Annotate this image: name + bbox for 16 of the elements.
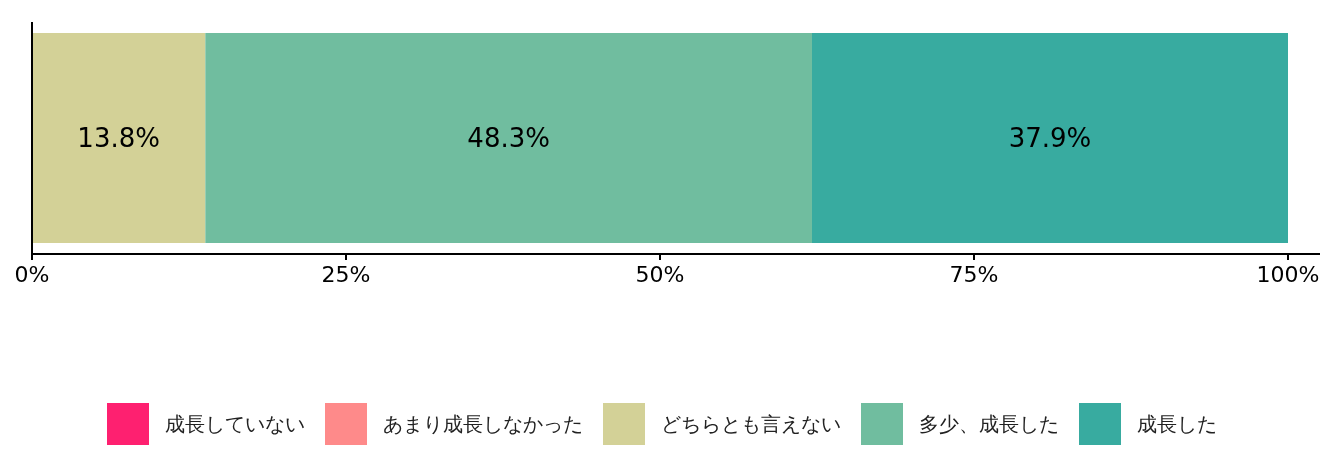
- data-label: 48.3%: [467, 123, 550, 153]
- x-tick-label: 50%: [635, 262, 685, 287]
- bar: [32, 33, 206, 243]
- x-tick-label: 25%: [321, 262, 371, 287]
- legend-label: 多少、成長した: [919, 412, 1059, 436]
- legend-label: 成長していない: [165, 412, 305, 436]
- legend-label: 成長した: [1137, 412, 1217, 436]
- x-tick-label: 100%: [1256, 262, 1320, 287]
- data-label: 13.8%: [77, 123, 160, 153]
- x-tick-label: 0%: [14, 262, 50, 287]
- bar: [811, 33, 1288, 243]
- legend-label: どちらとも言えない: [661, 412, 841, 436]
- legend-label: あまり成長しなかった: [383, 412, 583, 436]
- data-label: 37.9%: [1008, 123, 1092, 153]
- x-tick-label: 75%: [949, 262, 999, 287]
- bar: [205, 33, 812, 243]
